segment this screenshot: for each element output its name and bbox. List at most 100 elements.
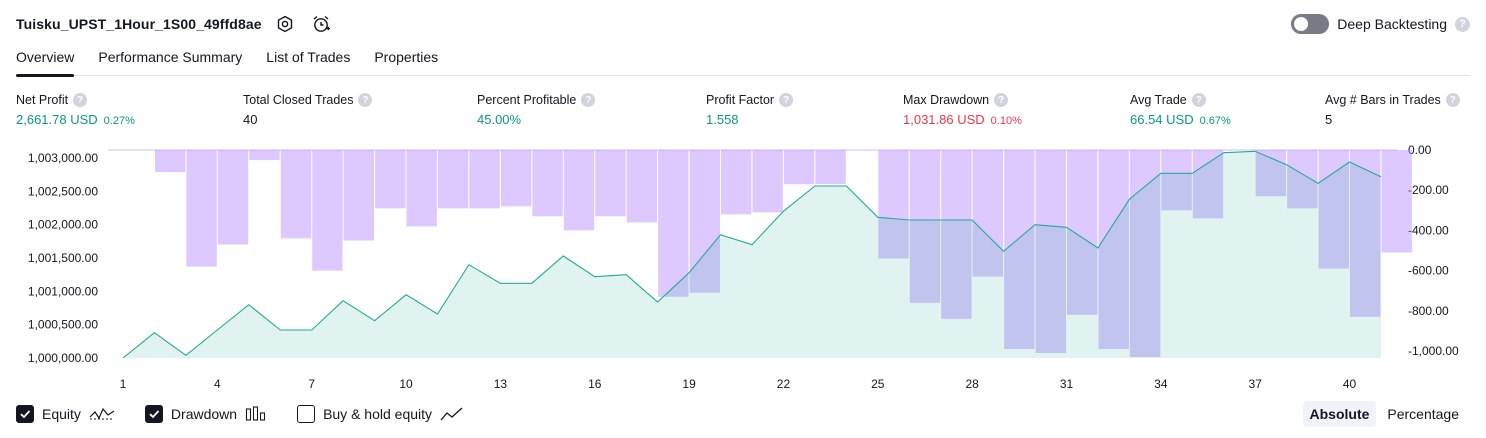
stat-label: Total Closed Trades bbox=[243, 93, 354, 107]
toggle-knob bbox=[1294, 17, 1309, 31]
x-axis-tick: 19 bbox=[682, 377, 696, 391]
deep-backtesting-toggle[interactable] bbox=[1291, 14, 1330, 34]
drawdown-bar bbox=[532, 150, 563, 217]
legend-drawdown[interactable]: Drawdown bbox=[144, 405, 267, 423]
drawdown-bar bbox=[658, 150, 689, 297]
stat-pct: 0.27% bbox=[103, 115, 135, 127]
chart-legend: Equity Drawdown Buy & hold equity bbox=[16, 403, 464, 425]
stat-total-closed-trades: Total Closed Trades? 40 bbox=[243, 93, 373, 127]
equity-drawdown-chart[interactable]: 1,003,000.00 1,002,500.00 1,002,000.00 1,00… bbox=[0, 140, 1486, 398]
buy-hold-checkbox[interactable] bbox=[297, 405, 316, 423]
stat-label: Percent Profitable bbox=[477, 93, 577, 107]
strategy-header: Tuisku_UPST_1Hour_1S00_49ffd8ae bbox=[16, 12, 334, 36]
deep-backtesting: Deep Backtesting ? bbox=[1291, 12, 1470, 36]
drawdown-bar bbox=[1004, 150, 1035, 349]
tab-properties[interactable]: Properties bbox=[374, 49, 439, 65]
stat-max-drawdown: Max Drawdown? 1,031.86 USD 0.10% bbox=[903, 93, 1022, 127]
legend-buy-hold[interactable]: Buy & hold equity bbox=[297, 405, 464, 423]
drawdown-bar bbox=[626, 150, 658, 223]
percentage-button[interactable]: Percentage bbox=[1387, 406, 1459, 422]
stat-value: 66.54 USD bbox=[1130, 112, 1194, 127]
drawdown-bar bbox=[312, 150, 343, 271]
drawdown-bar bbox=[1287, 150, 1318, 209]
drawdown-bar bbox=[155, 150, 186, 173]
stat-value: 40 bbox=[243, 112, 258, 127]
equity-checkbox[interactable] bbox=[16, 405, 34, 423]
legend-label: Equity bbox=[42, 406, 81, 422]
drawdown-bar bbox=[878, 150, 909, 259]
legend-equity[interactable]: Equity bbox=[16, 405, 115, 423]
deep-backtesting-label: Deep Backtesting bbox=[1337, 16, 1447, 32]
x-axis-tick: 10 bbox=[399, 377, 413, 391]
drawdown-bar bbox=[783, 150, 815, 185]
tab-performance-summary[interactable]: Performance Summary bbox=[98, 49, 243, 65]
bars-icon bbox=[246, 406, 266, 421]
right-axis-tick: -1,000.00 bbox=[1408, 344, 1459, 358]
legend-label: Buy & hold equity bbox=[323, 406, 433, 422]
drawdown-bar bbox=[1098, 150, 1129, 349]
drawdown-bar bbox=[406, 150, 437, 227]
tab-overview[interactable]: Overview bbox=[16, 46, 75, 77]
x-axis-tick: 37 bbox=[1249, 377, 1263, 391]
help-icon[interactable]: ? bbox=[581, 93, 596, 107]
view-mode-switch: Absolute Percentage bbox=[1302, 401, 1467, 427]
stat-label: Net Profit bbox=[16, 93, 69, 107]
drawdown-bar bbox=[909, 150, 941, 303]
stat-value: 45.00% bbox=[477, 112, 522, 127]
left-axis-tick: 1,002,500.00 bbox=[28, 184, 98, 198]
right-axis-tick: -400.00 bbox=[1408, 223, 1449, 237]
drawdown-bar bbox=[1192, 150, 1224, 219]
help-icon[interactable]: ? bbox=[779, 93, 794, 107]
buy-hold-line-icon bbox=[440, 407, 463, 421]
left-axis-tick: 1,000,000.00 bbox=[28, 351, 98, 365]
right-axis-tick: -600.00 bbox=[1408, 264, 1449, 278]
legend-label: Drawdown bbox=[170, 406, 238, 422]
equity-area bbox=[123, 151, 1381, 358]
drawdown-bar bbox=[1035, 150, 1066, 353]
drawdown-bar bbox=[1129, 150, 1161, 357]
left-axis-tick: 1,002,000.00 bbox=[28, 218, 98, 232]
report-tabs: Overview Performance Summary List of Tra… bbox=[16, 46, 1470, 77]
help-icon[interactable]: ? bbox=[358, 93, 373, 107]
drawdown-bar bbox=[1161, 150, 1192, 211]
tab-list-of-trades[interactable]: List of Trades bbox=[266, 49, 351, 65]
stat-net-profit: Net Profit? 2,661.78 USD 0.27% bbox=[16, 93, 135, 127]
drawdown-bar bbox=[217, 150, 249, 245]
left-axis-tick: 1,001,000.00 bbox=[28, 284, 98, 298]
help-icon[interactable]: ? bbox=[73, 93, 88, 107]
help-icon[interactable]: ? bbox=[994, 93, 1009, 107]
absolute-button[interactable]: Absolute bbox=[1302, 401, 1377, 427]
drawdown-bar bbox=[563, 150, 595, 231]
drawdown-bar bbox=[815, 150, 846, 185]
stat-label: Avg Trade bbox=[1130, 93, 1187, 107]
drawdown-checkbox[interactable] bbox=[144, 405, 163, 423]
drawdown-bar bbox=[1067, 150, 1098, 315]
drawdown-bar bbox=[721, 150, 752, 215]
drawdown-bar bbox=[689, 150, 720, 293]
stat-avg-trade: Avg Trade? 66.54 USD 0.67% bbox=[1130, 93, 1231, 127]
drawdown-bar bbox=[375, 150, 406, 209]
drawdown-bar bbox=[186, 150, 217, 267]
help-icon[interactable]: ? bbox=[1445, 93, 1460, 107]
drawdown-bar bbox=[1318, 150, 1349, 269]
x-axis-tick: 25 bbox=[871, 377, 885, 391]
stat-profit-factor: Profit Factor? 1.558 bbox=[706, 93, 794, 127]
drawdown-bar bbox=[941, 150, 972, 319]
stat-value: 5 bbox=[1325, 112, 1333, 127]
stat-pct: 0.10% bbox=[990, 115, 1022, 127]
stat-avg-bars-in-trades: Avg # Bars in Trades? 5 bbox=[1325, 93, 1460, 127]
x-axis-tick: 16 bbox=[588, 377, 602, 391]
stat-label: Max Drawdown bbox=[903, 93, 990, 107]
drawdown-bar bbox=[500, 150, 532, 207]
drawdown-bar bbox=[972, 150, 1003, 277]
x-axis-tick: 34 bbox=[1154, 377, 1168, 391]
drawdown-bar bbox=[438, 150, 469, 209]
gear-icon[interactable] bbox=[272, 12, 298, 36]
help-icon[interactable]: ? bbox=[1191, 93, 1206, 107]
x-axis-tick: 22 bbox=[777, 377, 791, 391]
x-axis-tick: 31 bbox=[1060, 377, 1074, 391]
alarm-clock-icon[interactable] bbox=[308, 12, 334, 36]
stats-row: Net Profit? 2,661.78 USD 0.27% Total Clos… bbox=[16, 93, 1470, 133]
help-icon[interactable]: ? bbox=[1455, 16, 1470, 32]
right-axis-tick: -800.00 bbox=[1408, 304, 1449, 318]
